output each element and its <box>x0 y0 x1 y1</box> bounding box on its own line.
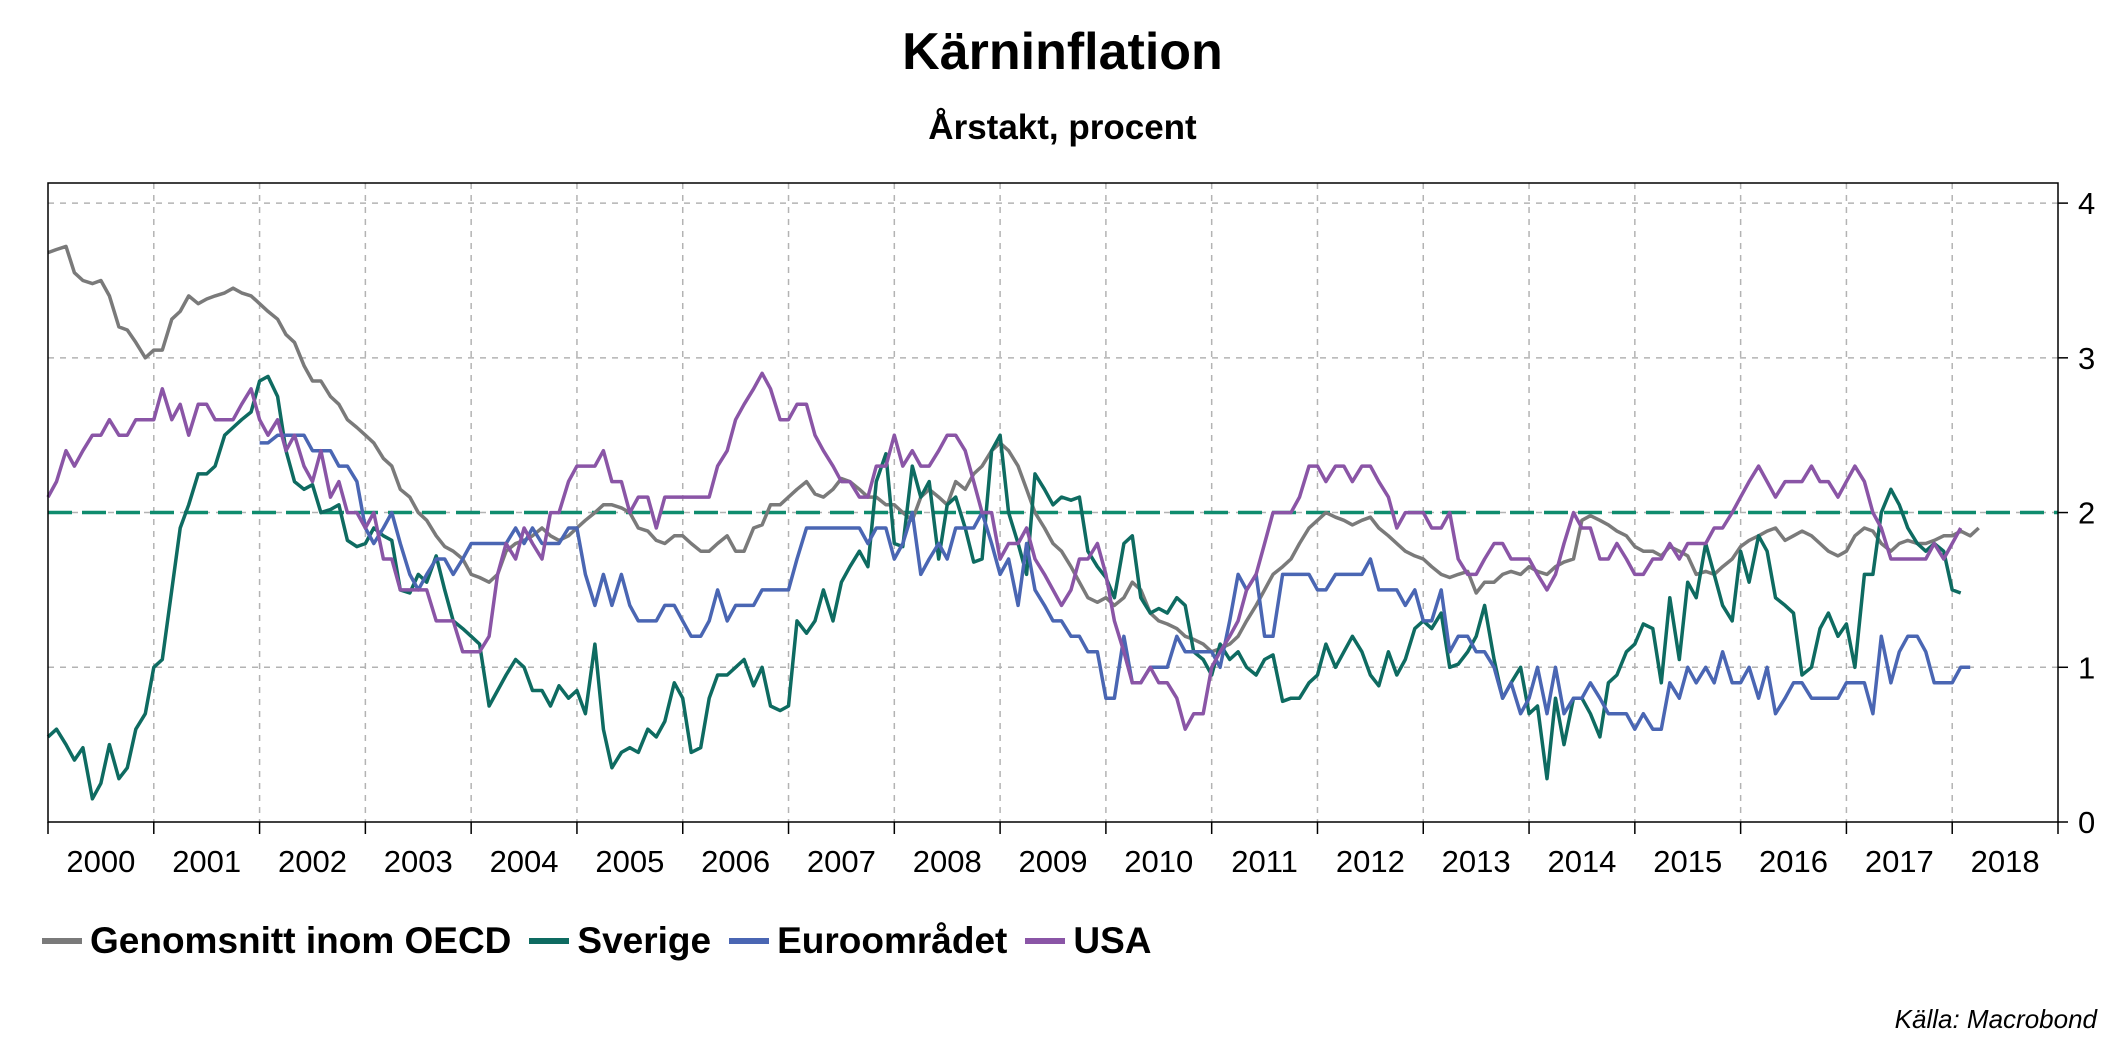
y-tick-label: 0 <box>2078 805 2095 840</box>
x-tick-label: 2016 <box>1759 844 1828 879</box>
series-line-3 <box>46 371 1963 731</box>
series-line-0 <box>47 244 1980 654</box>
series-line-2 <box>259 433 1971 731</box>
legend-label: Euroområdet <box>777 920 1008 961</box>
axes: 2000 2001 2002 2003 2004 2005 2006 2007 2008 2009… <box>47 186 2095 879</box>
legend-label: USA <box>1073 920 1152 961</box>
chart-subtitle: Årstakt, procent <box>928 108 1197 147</box>
x-tick-label: 2015 <box>1653 844 1722 879</box>
x-tick-label: 2000 <box>66 844 135 879</box>
legend-label: Genomsnitt inom OECD <box>90 920 512 961</box>
legend-item: Euroområdet <box>729 920 1007 962</box>
legend-swatch <box>1025 938 1066 944</box>
y-tick-label: 2 <box>2078 496 2095 531</box>
x-tick-label: 2017 <box>1865 844 1934 879</box>
x-tick-label: 2010 <box>1124 844 1193 879</box>
series-line-1 <box>46 374 1962 801</box>
series-lines <box>46 244 1980 801</box>
x-tick-label: 2018 <box>1971 844 2040 879</box>
chart-title: Kärninflation <box>902 23 1223 81</box>
legend-label: Sverige <box>577 920 712 961</box>
x-tick-label: 2013 <box>1442 844 1511 879</box>
source-note: Källa: Macrobond <box>1894 1004 2097 1034</box>
gridlines <box>48 183 2058 822</box>
legend-swatch <box>729 938 770 944</box>
x-tick-label: 2005 <box>595 844 664 879</box>
legend-swatch <box>529 938 570 944</box>
legend-item: Genomsnitt inom OECD <box>42 920 511 962</box>
legend-item: Sverige <box>529 920 711 962</box>
y-tick-label: 3 <box>2078 341 2095 376</box>
y-tick-label: 1 <box>2078 650 2095 685</box>
x-tick-label: 2008 <box>913 844 982 879</box>
x-tick-label: 2009 <box>1019 844 1088 879</box>
legend: Genomsnitt inom OECD Sverige Euroområdet US… <box>42 920 1170 962</box>
y-tick-label: 4 <box>2078 186 2095 221</box>
x-tick-label: 2002 <box>278 844 347 879</box>
x-tick-label: 2006 <box>701 844 770 879</box>
legend-swatch <box>42 938 82 944</box>
x-tick-label: 2012 <box>1336 844 1405 879</box>
x-tick-label: 2001 <box>172 844 241 879</box>
x-tick-label: 2004 <box>490 844 559 879</box>
x-tick-label: 2003 <box>384 844 453 879</box>
x-tick-label: 2007 <box>807 844 876 879</box>
x-tick-label: 2011 <box>1231 844 1298 879</box>
legend-item: USA <box>1025 920 1152 962</box>
x-tick-label: 2014 <box>1547 844 1616 879</box>
plot-frame <box>47 182 2059 823</box>
